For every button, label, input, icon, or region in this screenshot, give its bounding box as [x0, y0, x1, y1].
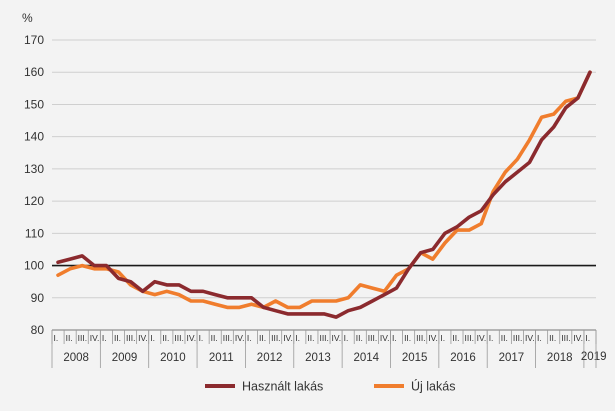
x-quarter-label: III.: [465, 333, 474, 343]
x-quarter-label: IV.: [525, 333, 535, 343]
x-quarter-label: III.: [513, 333, 522, 343]
x-year-label: 2011: [209, 352, 234, 364]
x-quarter-label: III.: [78, 333, 87, 343]
legend-label-0: Használt lakás: [242, 380, 323, 394]
x-year-label: 2009: [112, 352, 138, 364]
x-quarter-label: IV.: [380, 333, 390, 343]
y-tick-label: 120: [24, 194, 44, 208]
x-quarter-label: IV.: [428, 333, 438, 343]
x-quarter-label: I.: [440, 333, 445, 343]
x-quarter-label: IV.: [90, 333, 100, 343]
x-quarter-label: I.: [54, 333, 59, 343]
series-line-1: [56, 70, 592, 310]
x-quarter-label: I.: [344, 333, 349, 343]
x-quarter-label: I.: [537, 333, 542, 343]
x-quarter-label: III.: [368, 333, 377, 343]
x-year-label: 2018: [547, 352, 573, 364]
x-year-label: 2013: [305, 352, 331, 364]
x-year-label: 2010: [160, 352, 186, 364]
x-quarter-label: II.: [549, 333, 556, 343]
x-quarter-label: III.: [416, 333, 425, 343]
y-tick-label: 90: [31, 291, 45, 305]
x-year-label: 2014: [354, 352, 380, 364]
y-axis-unit-label: %: [22, 11, 33, 25]
x-quarter-label: IV.: [283, 333, 293, 343]
y-tick-label: 110: [25, 226, 44, 240]
legend: Használt lakás Új lakás: [205, 379, 455, 394]
x-quarter-label: I.: [585, 333, 590, 343]
y-tick-label: 130: [24, 162, 44, 176]
x-quarter-label: II.: [259, 333, 266, 343]
x-quarter-label: II.: [404, 333, 411, 343]
x-quarter-label: IV.: [186, 333, 196, 343]
x-axis: I. II. III. IV. I. II. III. IV. I. II. III. IV. I. II…: [51, 329, 607, 368]
x-quarter-label: IV.: [477, 333, 487, 343]
gridlines: [52, 39, 596, 299]
y-tick-label: 80: [31, 323, 45, 337]
x-quarter-label: IV.: [332, 333, 342, 343]
x-year-label: 2016: [450, 352, 476, 364]
x-quarter-label: I.: [247, 333, 252, 343]
x-quarter-label: I.: [150, 333, 155, 343]
x-quarter-label: II.: [501, 333, 508, 343]
x-quarter-label: I.: [392, 333, 397, 343]
x-quarter-label: II.: [162, 333, 169, 343]
y-tick-label: 170: [24, 33, 44, 47]
x-quarter-label: III.: [271, 333, 280, 343]
x-quarter-label: II.: [307, 333, 314, 343]
x-quarter-label: III.: [126, 333, 135, 343]
x-quarter-label: III.: [561, 333, 570, 343]
x-year-label: 2012: [257, 352, 283, 364]
x-quarter-label: I.: [199, 333, 204, 343]
y-axis-ticks: 80 90 100 110 120 130 140 150 160 170: [24, 33, 44, 337]
y-tick-label: 100: [24, 259, 44, 273]
x-quarter-label: II.: [211, 333, 218, 343]
x-quarter-label: IV.: [235, 333, 245, 343]
x-quarter-label: II.: [452, 333, 459, 343]
y-tick-label: 140: [24, 130, 44, 144]
x-quarter-label: III.: [319, 333, 328, 343]
series-line-0: [56, 70, 592, 319]
x-quarter-label: III.: [174, 333, 183, 343]
x-quarter-label: III.: [223, 333, 232, 343]
x-year-label: 2017: [499, 352, 525, 364]
x-year-label: 2019: [581, 351, 607, 363]
x-quarter-label: II.: [66, 333, 73, 343]
x-quarter-label: I.: [295, 333, 300, 343]
x-year-label: 2015: [402, 352, 428, 364]
x-quarter-label: II.: [114, 333, 121, 343]
y-tick-label: 160: [24, 65, 44, 79]
x-quarter-label: II.: [356, 333, 363, 343]
y-tick-label: 150: [24, 97, 44, 111]
x-quarter-label: I.: [489, 333, 494, 343]
x-year-label: 2008: [63, 352, 89, 364]
x-quarter-label: IV.: [138, 333, 148, 343]
x-quarter-label: I.: [102, 333, 107, 343]
legend-label-1: Új lakás: [411, 379, 455, 394]
series-lines: [56, 70, 592, 319]
x-quarter-label: IV.: [573, 333, 583, 343]
